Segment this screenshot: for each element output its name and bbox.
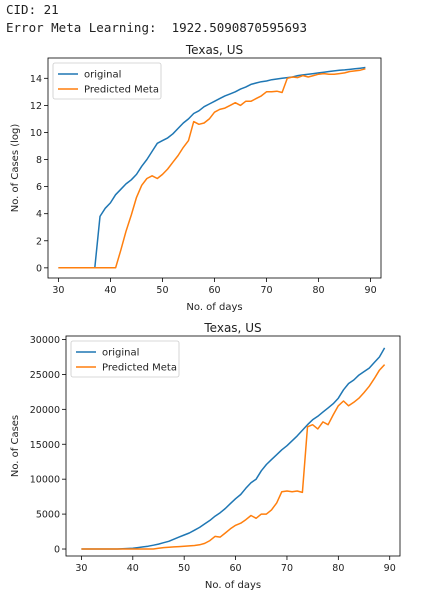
log-cases-chart: Texas, US 30 40 50 60 70 80 90 0 2 4 6 8 10 12 14 No. of… xyxy=(10,43,382,313)
x-tick-label: 30 xyxy=(75,563,87,574)
x-tick-label: 40 xyxy=(104,285,116,296)
series-line-original xyxy=(58,66,366,269)
x-tick-label: 70 xyxy=(260,285,272,296)
x-axis-label: No. of days xyxy=(205,580,261,591)
x-tick-label: 90 xyxy=(384,563,396,574)
y-tick-label: 5000 xyxy=(36,510,60,521)
x-tick-label: 80 xyxy=(332,563,344,574)
cell-output-error: Error Meta Learning: 1922.5090870595693 xyxy=(6,20,308,35)
chart-title: Texas, US xyxy=(185,43,243,57)
cell-output-cid: CID: 21 xyxy=(6,2,59,17)
y-tick-label: 20000 xyxy=(30,405,60,416)
x-axis-label: No. of days xyxy=(186,302,242,313)
y-tick-label: 10 xyxy=(30,128,42,139)
y-axis-label: No. of Cases (log) xyxy=(10,124,21,213)
y-tick-label: 25000 xyxy=(30,370,60,381)
legend-box xyxy=(52,62,162,100)
legend-entry: Predicted Meta xyxy=(84,85,159,96)
x-tick-label: 40 xyxy=(127,563,139,574)
series-line-original xyxy=(81,347,386,550)
x-tick-label: 50 xyxy=(156,285,168,296)
y-tick-label: 0 xyxy=(54,545,60,556)
x-tick-label: 50 xyxy=(178,563,190,574)
legend: original Predicted Meta xyxy=(52,62,162,100)
series-line-predicted xyxy=(81,364,386,550)
legend-box xyxy=(70,340,180,378)
x-tick-label: 90 xyxy=(365,285,377,296)
x-tick-label: 70 xyxy=(281,563,293,574)
legend-entry: original xyxy=(102,348,139,359)
y-tick-label: 12 xyxy=(30,101,42,112)
chart-title: Texas, US xyxy=(203,321,261,335)
y-tick-label: 15000 xyxy=(30,440,60,451)
plot-frame xyxy=(65,335,401,557)
x-tick-label: 30 xyxy=(52,285,64,296)
y-tick-label: 2 xyxy=(36,236,42,247)
legend-entry: Predicted Meta xyxy=(102,363,177,374)
y-tick-label: 4 xyxy=(36,209,42,220)
series-line-predicted xyxy=(58,68,366,269)
y-tick-label: 8 xyxy=(36,155,42,166)
y-tick-label: 6 xyxy=(36,182,42,193)
y-tick-label: 14 xyxy=(30,74,42,85)
x-tick-label: 60 xyxy=(230,563,242,574)
y-axis-label: No. of Cases xyxy=(10,415,21,477)
y-tick-label: 0 xyxy=(36,263,42,274)
legend-entry: original xyxy=(84,70,121,81)
cases-chart: Texas, US 30 40 50 60 70 80 90 0 5000 10000 15000 20… xyxy=(10,321,401,591)
y-tick-label: 10000 xyxy=(30,475,60,486)
legend: original Predicted Meta xyxy=(70,340,180,378)
x-tick-label: 80 xyxy=(313,285,325,296)
x-tick-label: 60 xyxy=(208,285,220,296)
y-tick-label: 30000 xyxy=(30,335,60,346)
